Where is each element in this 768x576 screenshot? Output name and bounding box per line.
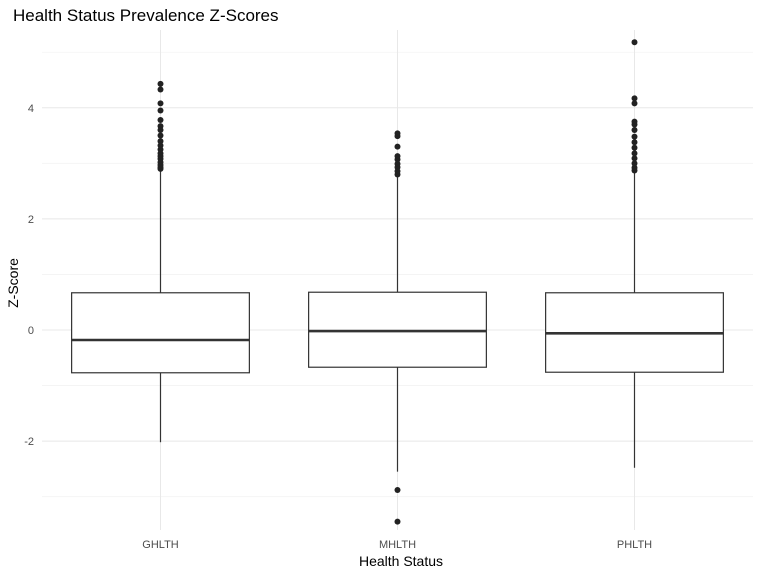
outlier-point: [157, 80, 164, 87]
x-axis-ticks: GHLTH MHLTH PHLTH: [142, 539, 652, 551]
outlier-point: [157, 138, 164, 145]
box-ghlth: [71, 80, 250, 443]
outlier-point: [157, 100, 164, 107]
outlier-point: [394, 160, 401, 167]
y-tick-label: 4: [28, 103, 34, 115]
x-tick-label: PHLTH: [617, 539, 652, 551]
outlier-point: [394, 143, 401, 150]
x-tick-label: MHLTH: [379, 539, 416, 551]
box-iqr: [308, 291, 487, 368]
outlier-point: [631, 95, 638, 102]
outlier-point: [157, 107, 164, 114]
y-axis-title: Z-Score: [5, 258, 21, 308]
outlier-point: [394, 153, 401, 160]
y-axis-ticks: -2 0 2 4: [24, 103, 34, 448]
outlier-point: [394, 518, 401, 525]
y-tick-label: 2: [28, 214, 34, 226]
y-tick-label: 0: [28, 325, 34, 337]
outlier-point: [157, 142, 164, 149]
box-mhlth: [308, 130, 487, 525]
outlier-point: [631, 139, 638, 146]
outlier-point: [394, 487, 401, 493]
y-tick-label: -2: [24, 436, 34, 448]
outlier-point: [631, 155, 638, 162]
outlier-point: [631, 118, 638, 125]
outlier-point: [631, 133, 638, 140]
outlier-point: [157, 86, 164, 93]
outlier-point: [631, 164, 638, 171]
outlier-point: [631, 127, 638, 133]
outlier-point: [157, 117, 164, 123]
outlier-point: [631, 39, 638, 46]
chart-title: Health Status Prevalence Z-Scores: [13, 6, 279, 25]
outlier-point: [631, 150, 638, 157]
outlier-point: [631, 160, 638, 167]
box-iqr: [71, 292, 250, 374]
x-axis-title: Health Status: [359, 553, 443, 569]
outlier-point: [157, 132, 164, 139]
outlier-point: [157, 123, 164, 130]
box-series: [71, 39, 724, 525]
box-phlth: [545, 39, 724, 468]
outlier-point: [394, 130, 401, 137]
x-tick-label: GHLTH: [142, 539, 179, 551]
outlier-point: [631, 100, 638, 107]
outlier-point: [631, 144, 638, 151]
